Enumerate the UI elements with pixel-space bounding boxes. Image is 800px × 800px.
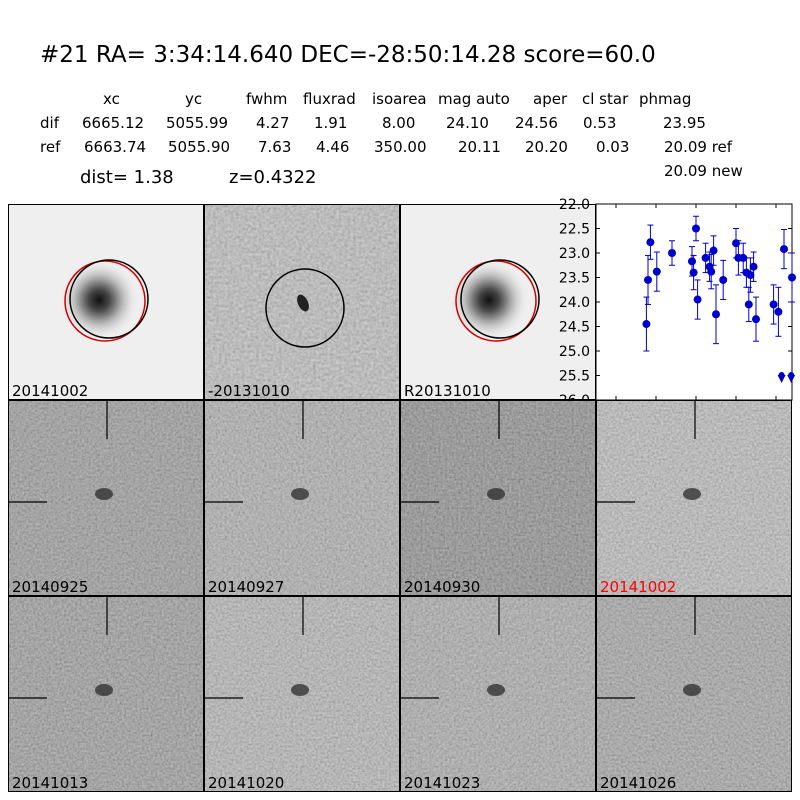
stamp-label: 20141026 xyxy=(600,774,677,792)
history-stamp: 20140925 xyxy=(8,400,204,596)
upper-limit-dot xyxy=(788,371,795,378)
table-cell: 0.03 xyxy=(596,138,630,156)
history-stamp: 20141026 xyxy=(596,596,792,792)
data-point xyxy=(692,224,700,233)
stamp-label: 20140927 xyxy=(208,578,285,596)
data-point xyxy=(739,253,748,262)
light-curve-plot: 22.022.523.023.524.024.525.025.526.0-100… xyxy=(559,197,796,420)
col-header-fwhm: fwhm xyxy=(246,90,288,108)
plot-frame xyxy=(595,203,793,401)
detection-circle xyxy=(265,268,345,348)
data-point xyxy=(689,268,698,277)
table-cell: 5055.90 xyxy=(168,138,231,156)
stamp-label: 20140925 xyxy=(12,578,89,596)
data-point xyxy=(646,238,655,247)
data-point xyxy=(709,246,718,255)
reference-image-stamp: R20131010 xyxy=(400,204,596,400)
table-cell: 24.10 xyxy=(446,114,489,132)
table-cell: 20.20 xyxy=(525,138,568,156)
history-stamp: 20141002 xyxy=(596,400,792,596)
col-header-clstar: cl star xyxy=(582,90,629,108)
history-stamp: 20141013 xyxy=(8,596,204,792)
light-curve-svg: 22.022.523.023.524.024.525.025.526.0-100… xyxy=(559,197,796,420)
col-header-magauto: mag auto xyxy=(438,90,510,108)
data-point xyxy=(688,257,696,266)
stamp-label: 20140930 xyxy=(404,578,481,596)
transient-blob xyxy=(297,294,309,312)
stamp-label: 20141013 xyxy=(12,774,89,792)
y-tick-label: 23.5 xyxy=(559,271,590,287)
col-header-phmag: phmag xyxy=(639,90,692,108)
table-cell: 4.27 xyxy=(256,114,290,132)
y-tick-label: 22.0 xyxy=(559,197,590,213)
data-point xyxy=(652,267,661,276)
table-cell: 5055.99 xyxy=(166,114,229,132)
table-cell: 1.91 xyxy=(314,114,348,132)
data-point xyxy=(719,275,728,284)
col-header-xc: xc xyxy=(103,90,120,108)
table-cell: 6665.12 xyxy=(82,114,145,132)
data-point xyxy=(752,315,760,324)
table-cell: 7.63 xyxy=(258,138,292,156)
new-aperture-circle xyxy=(69,259,149,339)
data-point xyxy=(788,273,796,282)
data-point xyxy=(774,307,783,316)
ref-aperture-circle xyxy=(455,260,537,342)
data-point xyxy=(749,262,758,271)
y-tick-label: 24.5 xyxy=(559,320,590,336)
history-stamp: 20140930 xyxy=(400,400,596,596)
stamp-label: 20141002 xyxy=(600,578,677,596)
difference-image-stamp: -20131010 xyxy=(204,204,400,400)
row-label-dif: dif xyxy=(40,114,59,132)
data-point xyxy=(744,300,753,309)
table-cell: 20.11 xyxy=(458,138,501,156)
table-cell: 23.95 xyxy=(663,114,706,132)
stamp-label: 20141020 xyxy=(208,774,285,792)
history-stamp: 20141020 xyxy=(204,596,400,792)
table-cell: 6663.74 xyxy=(84,138,147,156)
dist-label: dist= 1.38 xyxy=(80,167,174,188)
data-point xyxy=(644,275,652,284)
redshift-label: z=0.4322 xyxy=(229,167,317,188)
stamp-label: R20131010 xyxy=(404,382,491,400)
col-header-aper: aper xyxy=(533,90,568,108)
data-point xyxy=(712,310,720,319)
data-point xyxy=(746,271,755,280)
data-point xyxy=(693,295,702,304)
y-tick-label: 25.0 xyxy=(559,344,590,360)
table-cell: 20.09 ref xyxy=(664,138,733,156)
table-cell: 4.46 xyxy=(316,138,350,156)
upper-limit-dot xyxy=(778,371,785,378)
y-tick-label: 25.5 xyxy=(559,369,590,385)
history-stamp: 20140927 xyxy=(204,400,400,596)
galaxy-blob xyxy=(59,260,139,340)
table-cell: 0.53 xyxy=(583,114,617,132)
col-header-fluxrad: fluxrad xyxy=(303,90,356,108)
data-point xyxy=(642,320,651,329)
galaxy-blob xyxy=(449,260,529,340)
stamp-label: 20141023 xyxy=(404,774,481,792)
data-point xyxy=(668,249,676,257)
ref-aperture-circle xyxy=(64,260,146,342)
table-cell: 24.56 xyxy=(515,114,558,132)
y-tick-label: 23.0 xyxy=(559,246,590,262)
stamp-label: -20131010 xyxy=(208,382,290,400)
stamp-label: 20141002 xyxy=(12,382,89,400)
y-tick-label: 22.5 xyxy=(559,222,590,238)
page-title: #21 RA= 3:34:14.640 DEC=-28:50:14.28 sco… xyxy=(40,42,656,68)
new-aperture-circle xyxy=(460,259,540,339)
table-cell: 350.00 xyxy=(374,138,427,156)
data-point xyxy=(701,253,710,262)
data-point xyxy=(780,245,788,254)
data-point xyxy=(769,300,778,309)
y-tick-label: 24.0 xyxy=(559,295,590,311)
col-header-yc: yc xyxy=(185,90,203,108)
history-stamp: 20141023 xyxy=(400,596,596,792)
data-point xyxy=(707,267,716,276)
row-label-ref: ref xyxy=(40,138,61,156)
col-header-isoarea: isoarea xyxy=(372,90,427,108)
new-mag-label: 20.09 new xyxy=(664,162,743,180)
new-image-stamp: 20141002 xyxy=(8,204,204,400)
table-cell: 8.00 xyxy=(382,114,416,132)
